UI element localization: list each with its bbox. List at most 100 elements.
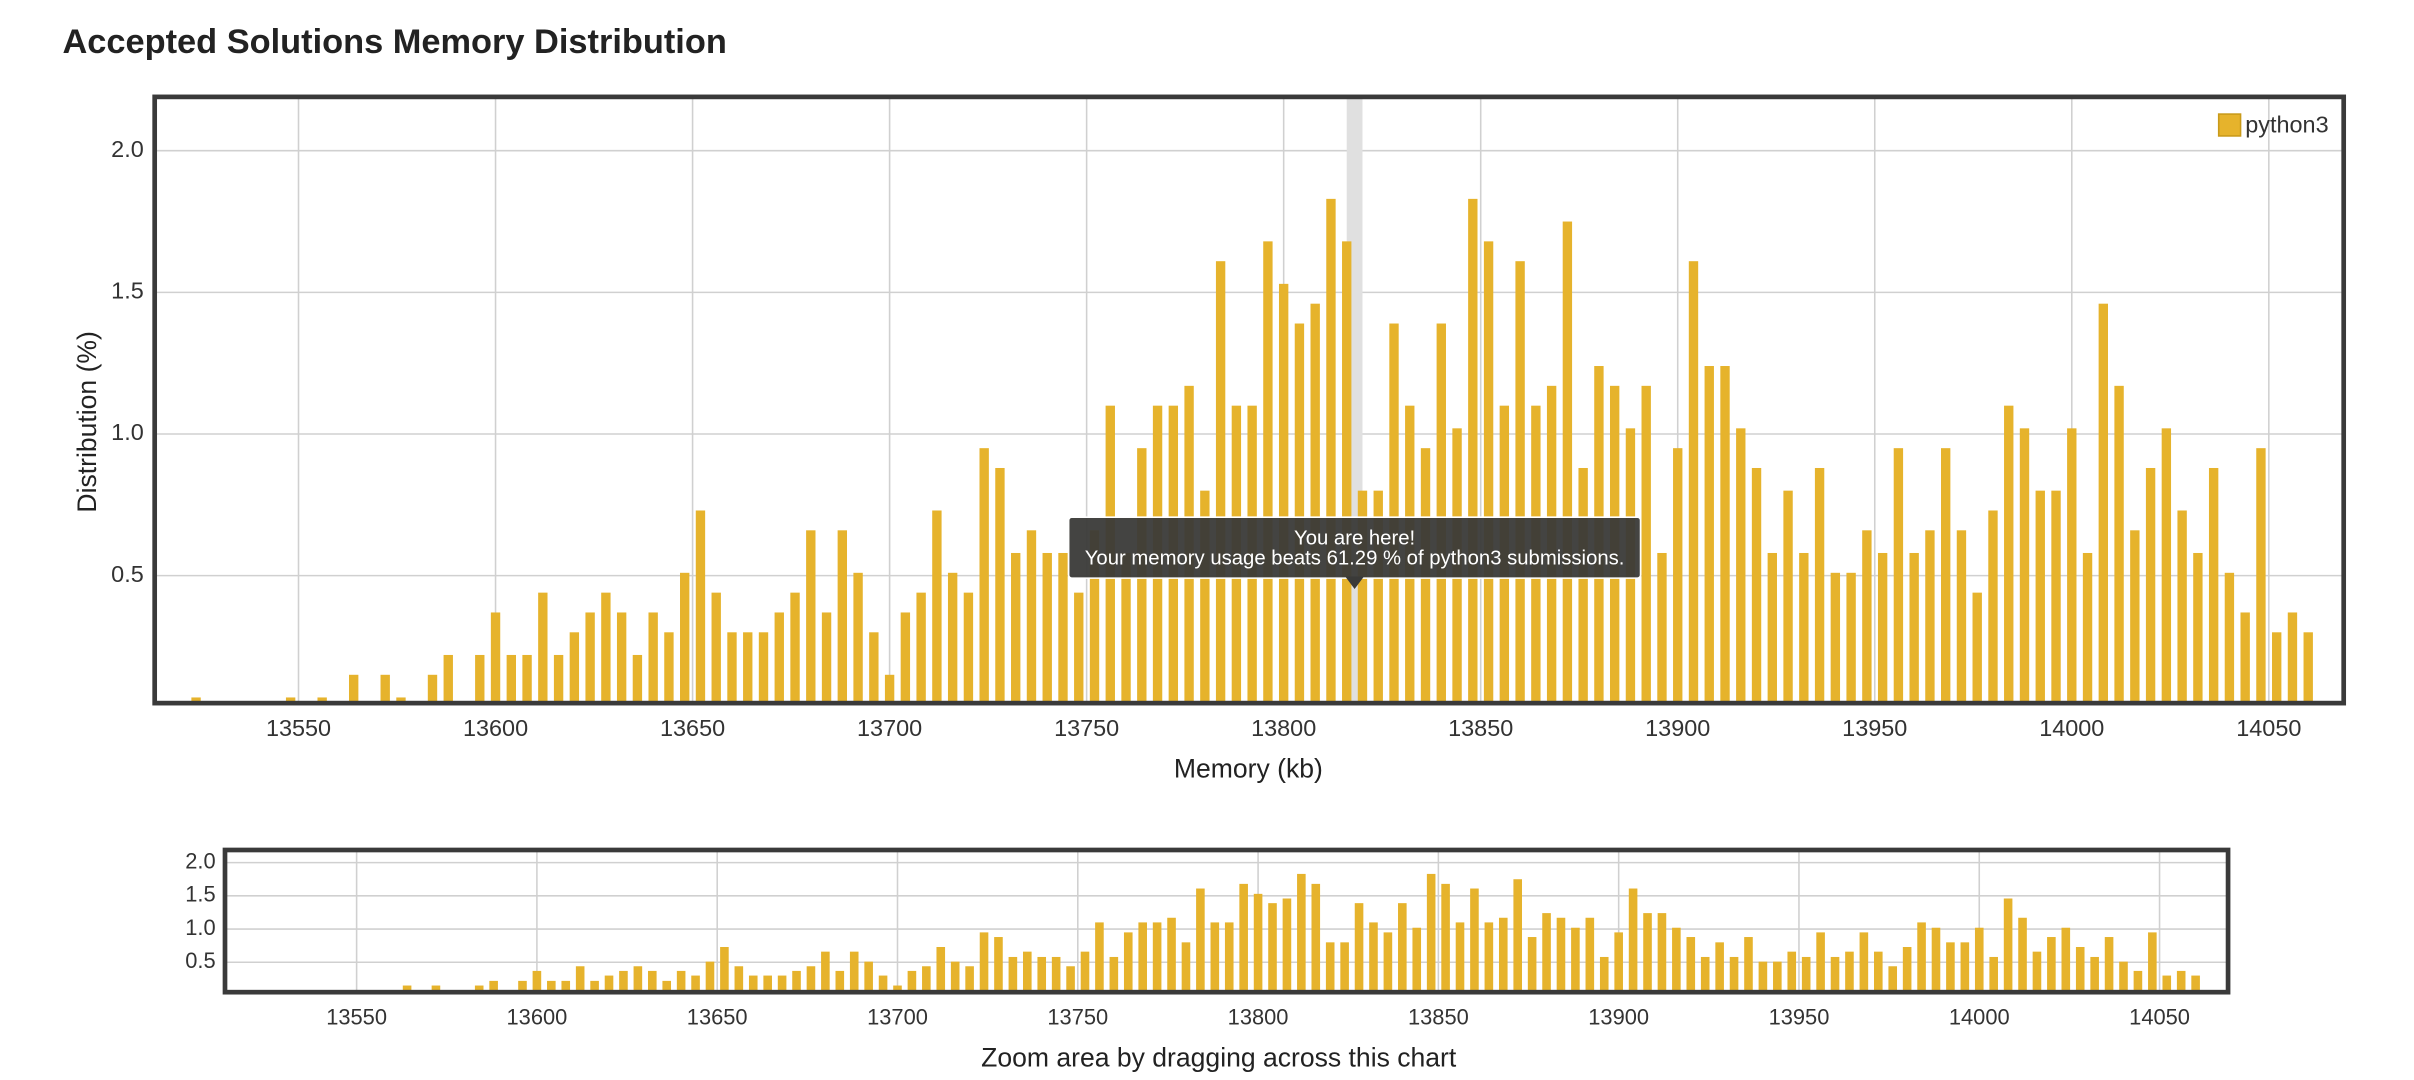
bar <box>585 612 595 704</box>
bar <box>680 572 690 704</box>
x-tick-label: 13850 <box>1408 1005 1469 1030</box>
bar <box>1011 552 1021 704</box>
bar <box>2193 552 2203 704</box>
bar <box>720 946 729 993</box>
bar <box>1470 888 1479 993</box>
legend-label: python3 <box>2245 112 2328 138</box>
bar <box>1369 922 1378 993</box>
bar <box>1688 261 1699 704</box>
bar <box>2047 937 2056 993</box>
bar <box>1373 490 1383 704</box>
bar <box>907 970 917 993</box>
bar <box>1089 530 1100 704</box>
bar <box>864 961 873 993</box>
bar <box>916 592 926 704</box>
bar <box>2176 970 2186 993</box>
bar <box>743 632 753 704</box>
bar <box>965 966 974 993</box>
bar <box>1585 917 1595 993</box>
x-tick-label: 13550 <box>266 715 331 741</box>
tooltip-arrow <box>1345 576 1364 590</box>
bar <box>1268 903 1277 993</box>
bar <box>1253 893 1263 993</box>
bar <box>2177 510 2187 704</box>
bar <box>1426 873 1436 993</box>
bar <box>947 572 958 704</box>
bar <box>1239 883 1248 993</box>
bar <box>884 674 895 704</box>
bar <box>711 592 721 704</box>
bar <box>2003 898 2013 993</box>
x-tick-label: 13650 <box>687 1005 748 1030</box>
bar <box>1340 942 1349 993</box>
bar <box>2119 961 2128 993</box>
bar <box>506 654 516 704</box>
tooltip: You are here!Your memory usage beats 61.… <box>1067 516 1642 590</box>
bar <box>2098 303 2108 704</box>
bar <box>619 970 628 993</box>
bar <box>2208 467 2219 704</box>
bar <box>1673 448 1683 704</box>
bar <box>2161 428 2172 704</box>
bar <box>1389 323 1399 704</box>
bar <box>1224 922 1234 993</box>
bar <box>963 592 974 704</box>
y-tick-label: 1.5 <box>111 278 144 304</box>
bar <box>1023 951 1032 993</box>
bar <box>950 961 960 993</box>
x-tick-label: 13900 <box>1588 1005 1649 1030</box>
bar <box>1513 879 1523 993</box>
plot-frame <box>152 94 2347 706</box>
bar <box>878 975 888 993</box>
bar <box>1657 913 1667 993</box>
bar <box>1988 510 1998 704</box>
bar <box>790 592 800 704</box>
bar <box>1026 530 1037 704</box>
bar <box>893 985 902 993</box>
bar <box>1672 927 1681 993</box>
bar <box>590 980 599 993</box>
bar <box>1263 241 1273 704</box>
bar <box>835 970 845 993</box>
bar <box>1799 552 1809 704</box>
bar <box>1123 932 1133 993</box>
bar <box>2032 951 2042 993</box>
x-tick-label: 14050 <box>2129 1005 2190 1030</box>
bar <box>1877 552 1888 704</box>
bar <box>1542 913 1551 993</box>
bar <box>2224 572 2235 704</box>
bar <box>994 937 1003 993</box>
navigator-caption: Zoom area by dragging across this chart <box>981 1042 1457 1072</box>
bar <box>489 980 498 993</box>
y-tick-label: 1.5 <box>185 882 215 907</box>
bar <box>490 612 501 704</box>
bar <box>2035 490 2045 704</box>
x-tick-label: 13750 <box>1047 1005 1108 1030</box>
bar <box>1946 942 1955 993</box>
bar <box>2018 917 2027 993</box>
bar <box>1989 956 1998 993</box>
bar <box>2004 405 2014 704</box>
bar <box>2090 956 2099 993</box>
bar <box>936 946 946 993</box>
bar <box>1751 467 1762 704</box>
bar <box>1325 942 1335 993</box>
bar <box>1830 572 1841 704</box>
bar <box>1814 467 1825 704</box>
bar <box>1787 951 1797 993</box>
bar <box>1816 932 1825 993</box>
legend-swatch <box>2217 113 2242 137</box>
bar <box>1845 951 1854 993</box>
bar <box>1109 956 1119 993</box>
bar <box>518 980 527 993</box>
bar <box>1846 572 1856 704</box>
bar <box>2130 530 2140 704</box>
y-tick-label: 1.0 <box>185 915 215 940</box>
bar <box>1720 366 1730 704</box>
bar <box>662 980 672 993</box>
bar <box>1167 917 1176 993</box>
bar <box>1311 883 1321 993</box>
bar <box>1704 366 1714 704</box>
bar <box>1614 932 1623 993</box>
